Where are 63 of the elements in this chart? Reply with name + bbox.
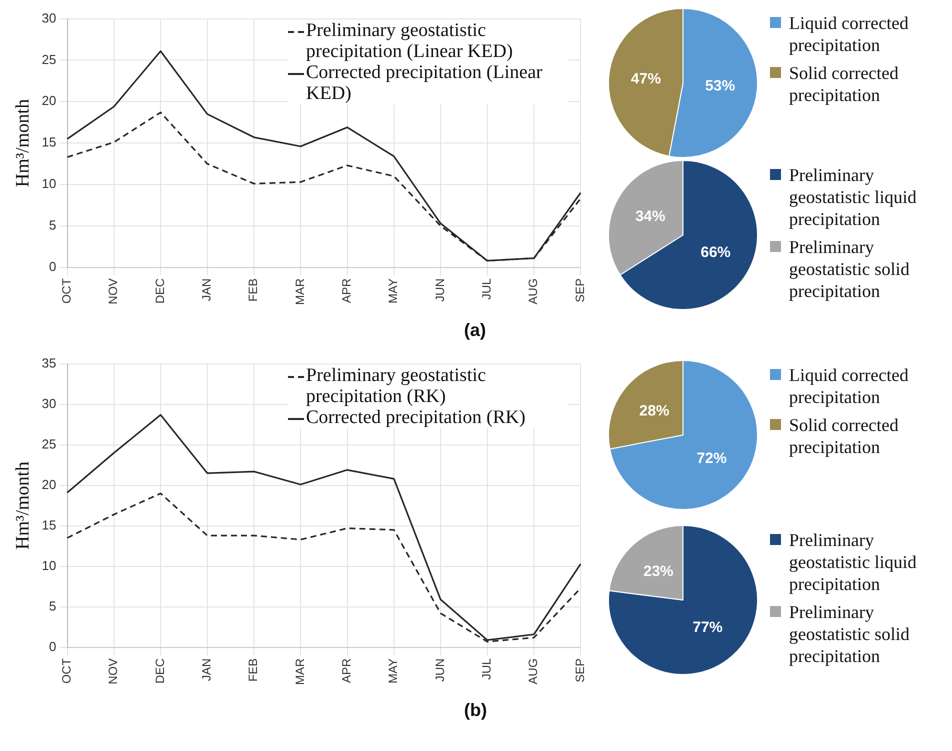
y-tick-label: 25 xyxy=(42,52,56,67)
x-tick-label: AUG xyxy=(526,658,540,684)
data-label: 53% xyxy=(705,78,736,95)
x-tick-label: OCT xyxy=(60,278,74,304)
y-tick-label: 20 xyxy=(42,93,56,108)
legend-label: Preliminary geostatistic solid precipitation xyxy=(789,601,910,667)
data-label: 72% xyxy=(696,450,727,467)
y-tick-label: 0 xyxy=(49,258,56,274)
x-tick-label: AUG xyxy=(526,278,540,304)
y-tick-label: 5 xyxy=(49,598,56,614)
x-tick-label: SEP xyxy=(572,278,587,302)
x-tick-label: NOV xyxy=(106,658,120,684)
legend-label: Preliminary geostatistic liquid precipitation xyxy=(789,164,918,230)
y-axis-title: Hm³/month xyxy=(12,98,34,188)
y-tick-label: 15 xyxy=(42,517,56,532)
x-tick-label: OCT xyxy=(60,658,74,684)
x-tick-label: APR xyxy=(340,658,354,684)
x-tick-label: JUN xyxy=(432,658,447,682)
x-tick-label: DEC xyxy=(152,658,167,684)
x-tick-label: JAN xyxy=(200,658,214,682)
x-tick-label: NOV xyxy=(106,278,120,304)
legend-label: Corrected precipitation (RK) xyxy=(306,407,526,428)
legend-label: Solid corrected precipitation xyxy=(789,62,900,106)
data-label: 23% xyxy=(643,563,674,580)
data-label: 47% xyxy=(630,70,661,88)
x-tick-label: FEB xyxy=(246,658,260,682)
y-tick-label: 30 xyxy=(42,396,56,411)
x-tick-label: JUN xyxy=(432,278,447,302)
legend-label: Solid corrected precipitation xyxy=(789,414,900,458)
x-tick-label: JAN xyxy=(200,278,214,302)
data-label: 66% xyxy=(700,244,731,262)
y-axis-title: Hm³/month xyxy=(12,461,34,550)
x-tick-label: MAY xyxy=(386,658,400,684)
legend-label: Preliminary geostatistic solid precipitation xyxy=(789,236,910,302)
legend-label: Liquid corrected precipitation xyxy=(789,12,910,56)
text: (a) xyxy=(464,320,486,341)
x-tick-label: JUL xyxy=(480,658,494,680)
y-tick-label: 10 xyxy=(42,558,56,573)
y-tick-label: 15 xyxy=(42,134,56,150)
legend-label: Preliminary geostatistic precipitation (RK) xyxy=(306,365,487,407)
y-tick-label: 30 xyxy=(42,10,56,26)
y-tick-label: 10 xyxy=(42,176,56,192)
x-tick-label: MAR xyxy=(292,278,307,306)
data-label: 34% xyxy=(635,208,666,226)
y-tick-label: 20 xyxy=(42,476,56,492)
x-tick-label: DEC xyxy=(152,278,167,304)
x-tick-label: FEB xyxy=(246,278,260,302)
legend-label: Liquid corrected precipitation xyxy=(789,364,910,408)
y-tick-label: 25 xyxy=(42,436,56,452)
x-tick-label: APR xyxy=(340,278,354,304)
data-label: 28% xyxy=(639,402,670,420)
y-tick-label: 0 xyxy=(49,638,56,654)
y-tick-label: 5 xyxy=(49,217,56,232)
x-tick-label: SEP xyxy=(572,658,587,682)
legend-label: Corrected precipitation (Linear KED) xyxy=(306,62,544,104)
data-label: 77% xyxy=(692,619,723,636)
y-tick-label: 35 xyxy=(42,355,56,370)
legend-label: Preliminary geostatistic liquid precipitation xyxy=(789,529,918,595)
text: (b) xyxy=(464,700,487,721)
legend-label: Preliminary geostatistic precipitation (Linear KED) xyxy=(306,20,514,62)
x-tick-label: MAY xyxy=(386,278,400,304)
x-tick-label: JUL xyxy=(480,278,494,300)
x-tick-label: MAR xyxy=(292,658,307,686)
